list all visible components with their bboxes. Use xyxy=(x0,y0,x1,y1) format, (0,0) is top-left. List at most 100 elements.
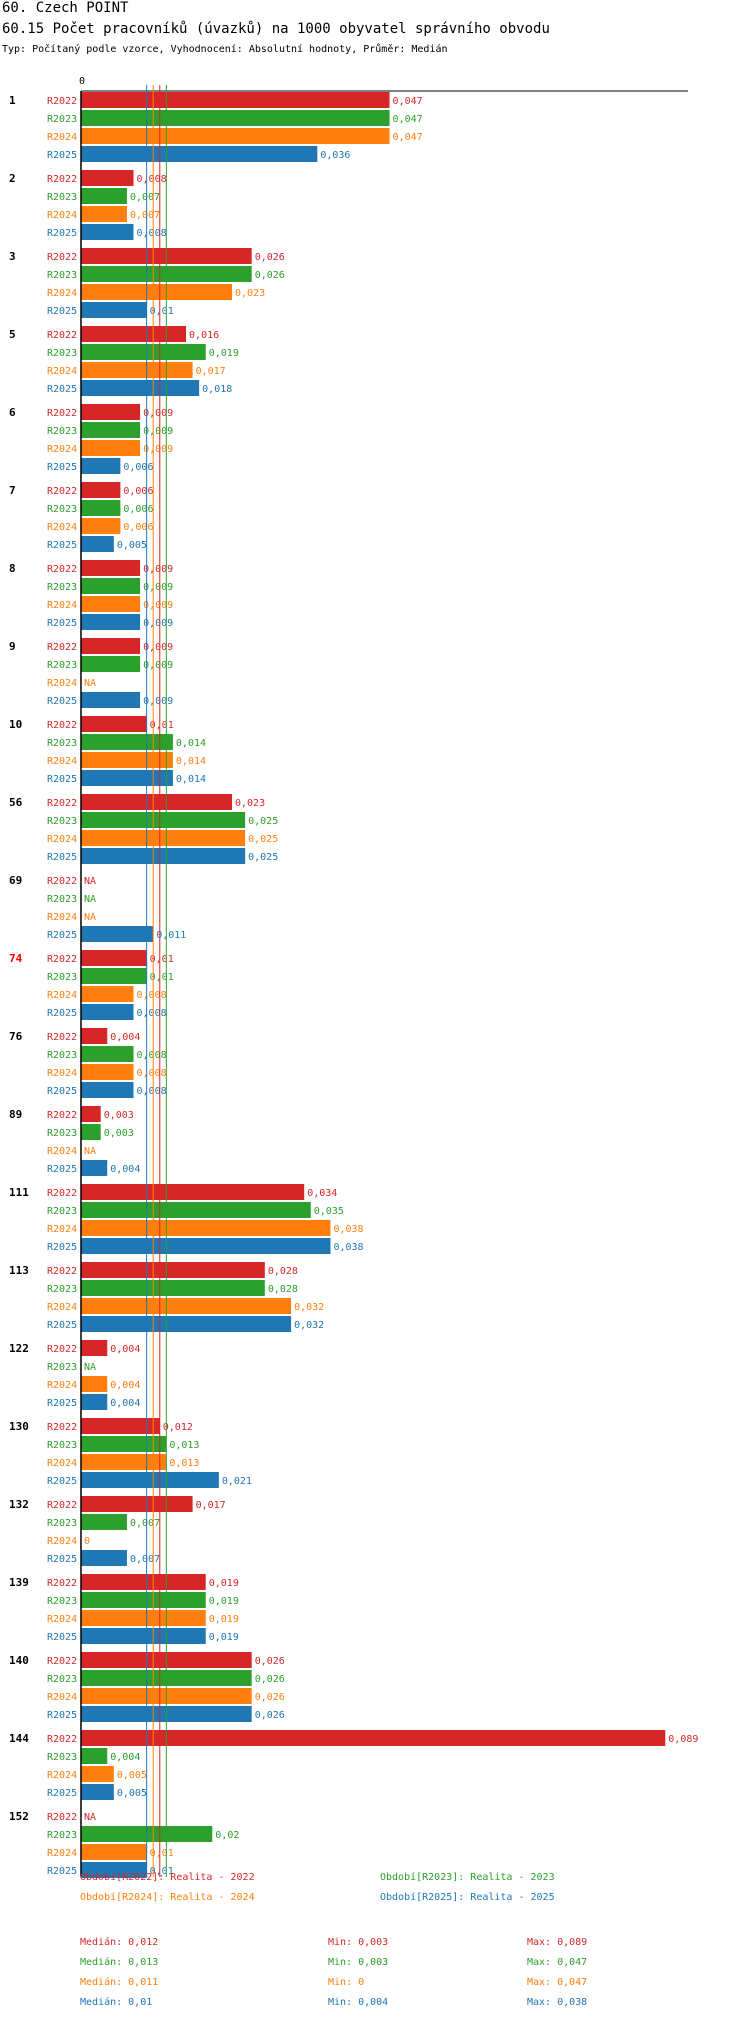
stat-min: Min: 0,004 xyxy=(328,1997,388,2008)
bar xyxy=(81,404,141,420)
value-label: 0,007 xyxy=(130,192,160,203)
series-label: R2022 xyxy=(47,720,77,731)
group-label: 132 xyxy=(9,1498,29,1511)
value-label: 0,004 xyxy=(110,1164,140,1175)
series-label: R2023 xyxy=(47,1674,77,1685)
series-label: R2024 xyxy=(47,1692,77,1703)
value-label: 0,004 xyxy=(110,1752,140,1763)
bar xyxy=(81,770,173,786)
series-label: R2025 xyxy=(47,540,77,551)
value-label: 0,019 xyxy=(209,1578,239,1589)
group-label: 1 xyxy=(9,94,16,107)
value-label: 0,009 xyxy=(143,564,173,575)
series-label: R2024 xyxy=(47,678,77,689)
bar xyxy=(81,422,141,438)
series-label: R2025 xyxy=(47,852,77,863)
value-label: 0,032 xyxy=(294,1302,324,1313)
series-label: R2022 xyxy=(47,1734,77,1745)
stat-max: Max: 0,047 xyxy=(527,1977,587,1988)
series-label: R2022 xyxy=(47,486,77,497)
value-label: 0,006 xyxy=(123,522,153,533)
value-label: 0,01 xyxy=(150,306,174,317)
bar xyxy=(81,482,121,498)
value-label: 0,006 xyxy=(123,504,153,515)
value-label: NA xyxy=(84,894,96,905)
value-label: 0,003 xyxy=(104,1110,134,1121)
series-label: R2023 xyxy=(47,114,77,125)
series-label: R2023 xyxy=(47,1050,77,1061)
bar xyxy=(81,1784,114,1800)
value-label: 0,009 xyxy=(143,642,173,653)
series-label: R2025 xyxy=(47,1476,77,1487)
value-label: 0,011 xyxy=(156,930,186,941)
bar xyxy=(81,110,390,126)
value-label: 0,038 xyxy=(333,1224,363,1235)
legend-item: Období[R2024]: Realita - 2024 xyxy=(80,1891,255,1903)
bar xyxy=(81,1124,101,1140)
series-label: R2025 xyxy=(47,1554,77,1565)
stat-min: Min: 0,003 xyxy=(328,1957,388,1968)
bar xyxy=(81,1220,331,1236)
series-label: R2025 xyxy=(47,1008,77,1019)
bar xyxy=(81,578,141,594)
group-label: 130 xyxy=(9,1420,29,1433)
stat-median: Medián: 0,01 xyxy=(80,1996,152,2008)
series-label: R2025 xyxy=(47,1086,77,1097)
bar xyxy=(81,1454,167,1470)
value-label: 0,014 xyxy=(176,756,206,767)
series-label: R2024 xyxy=(47,210,77,221)
value-label: 0,013 xyxy=(169,1440,199,1451)
stat-min: Min: 0 xyxy=(328,1977,364,1988)
bar xyxy=(81,1514,127,1530)
chart-subtitle: 60.15 Počet pracovníků (úvazků) na 1000 … xyxy=(2,21,550,37)
value-label: NA xyxy=(84,1812,96,1823)
value-label: 0,047 xyxy=(393,114,423,125)
group-label: 139 xyxy=(9,1576,29,1589)
value-label: 0,005 xyxy=(117,540,147,551)
value-label: 0,025 xyxy=(248,852,278,863)
value-label: 0,009 xyxy=(143,408,173,419)
value-label: 0,026 xyxy=(255,1674,285,1685)
value-label: 0,008 xyxy=(137,990,167,1001)
series-label: R2025 xyxy=(47,1242,77,1253)
group-label: 122 xyxy=(9,1342,29,1355)
value-label: 0 xyxy=(84,1536,90,1547)
bar xyxy=(81,1184,305,1200)
series-label: R2024 xyxy=(47,1614,77,1625)
value-label: 0,025 xyxy=(248,816,278,827)
value-label: 0,01 xyxy=(150,1848,174,1859)
value-label: 0,005 xyxy=(117,1788,147,1799)
bar xyxy=(81,734,173,750)
group-label: 8 xyxy=(9,562,16,575)
value-label: 0,008 xyxy=(137,1008,167,1019)
bar xyxy=(81,1298,292,1314)
bar xyxy=(81,1844,147,1860)
group-label: 111 xyxy=(9,1186,29,1199)
value-label: 0,019 xyxy=(209,1632,239,1643)
series-label: R2023 xyxy=(47,504,77,515)
value-label: NA xyxy=(84,678,96,689)
value-label: 0,026 xyxy=(255,1692,285,1703)
bar xyxy=(81,518,121,534)
stat-median: Medián: 0,011 xyxy=(80,1976,158,1988)
bar xyxy=(81,926,154,942)
series-label: R2023 xyxy=(47,816,77,827)
bar xyxy=(81,1316,292,1332)
series-label: R2024 xyxy=(47,990,77,1001)
series-label: R2022 xyxy=(47,252,77,263)
series-label: R2022 xyxy=(47,96,77,107)
series-label: R2022 xyxy=(47,1422,77,1433)
bar xyxy=(81,1082,134,1098)
group-label: 76 xyxy=(9,1030,23,1043)
value-label: 0,014 xyxy=(176,774,206,785)
series-label: R2025 xyxy=(47,774,77,785)
value-label: 0,016 xyxy=(189,330,219,341)
value-label: 0,028 xyxy=(268,1266,298,1277)
value-label: 0,005 xyxy=(117,1770,147,1781)
group-label: 144 xyxy=(9,1732,29,1745)
bar xyxy=(81,1862,147,1878)
series-label: R2022 xyxy=(47,1344,77,1355)
series-label: R2024 xyxy=(47,1302,77,1313)
value-label: 0,047 xyxy=(393,132,423,143)
group-label: 9 xyxy=(9,640,16,653)
